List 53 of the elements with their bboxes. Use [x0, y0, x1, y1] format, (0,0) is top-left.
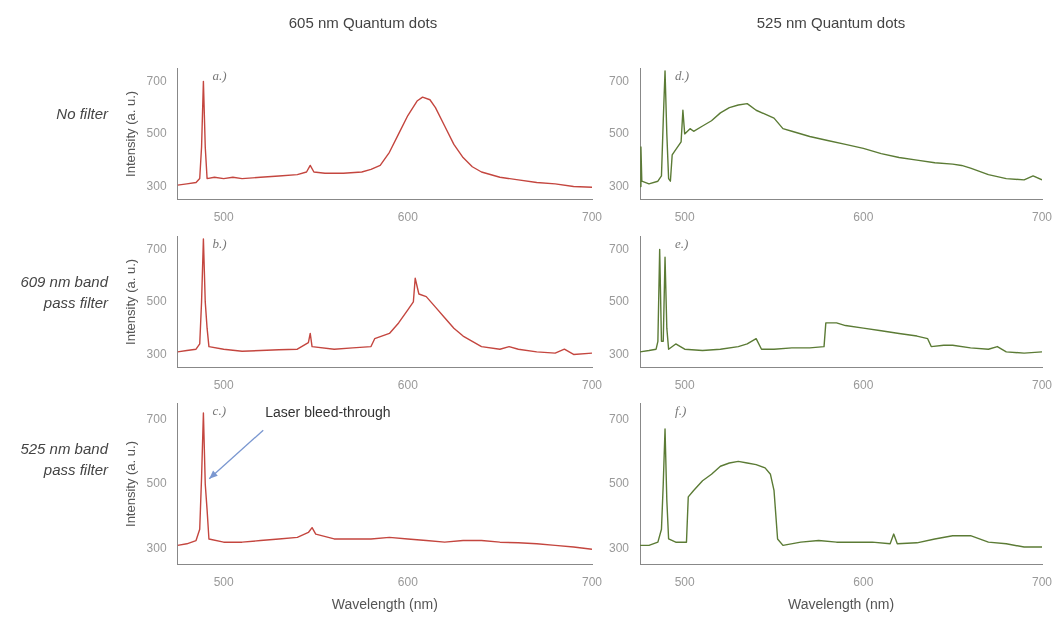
- x-tick-label: 600: [397, 378, 419, 393]
- x-tick-label: 700: [581, 575, 603, 590]
- y-tick-label: 700: [608, 411, 630, 426]
- x-tick-label: 600: [397, 210, 419, 225]
- x-tick-label: 500: [213, 575, 234, 590]
- y-tick-label: 700: [146, 411, 167, 426]
- y-tick-label: 500: [146, 476, 167, 491]
- chart-title: 605 nm Quantum dots: [287, 14, 439, 31]
- x-tick-label: 700: [1031, 210, 1053, 225]
- annotation: d.): [675, 68, 690, 84]
- y-tick-label: 300: [608, 540, 630, 555]
- x-tick-label: 600: [853, 378, 874, 393]
- annotation: c.): [212, 403, 226, 419]
- annotation: Laser bleed-through: [265, 404, 391, 421]
- annotation: e.): [675, 236, 689, 252]
- text: 525 nm band pass filter: [20, 439, 108, 480]
- y-axis-title: Intensity (a. u.): [123, 90, 139, 177]
- y-tick-label: 500: [608, 476, 630, 491]
- x-tick-label: 700: [581, 210, 603, 225]
- annotation: b.): [212, 236, 227, 252]
- annotation: f.): [675, 403, 687, 419]
- x-tick-label: 500: [674, 210, 696, 225]
- x-axis-title: Wavelength (nm): [331, 596, 438, 613]
- y-tick-label: 700: [608, 241, 630, 256]
- y-tick-label: 300: [608, 346, 630, 361]
- x-tick-label: 500: [674, 575, 696, 590]
- text: No filter: [55, 104, 108, 124]
- x-tick-label: 600: [853, 575, 874, 590]
- x-tick-label: 700: [1031, 575, 1053, 590]
- y-tick-label: 700: [608, 73, 630, 88]
- y-tick-label: 500: [146, 126, 167, 141]
- x-tick-label: 700: [1031, 378, 1053, 393]
- x-axis-title: Wavelength (nm): [787, 596, 895, 613]
- chart-title: 525 nm Quantum dots: [755, 14, 907, 31]
- y-tick-label: 700: [146, 73, 167, 88]
- y-tick-label: 500: [608, 294, 630, 309]
- y-tick-label: 300: [146, 178, 167, 193]
- text: 609 nm band pass filter: [20, 272, 108, 313]
- x-tick-label: 600: [397, 575, 419, 590]
- x-tick-label: 500: [213, 210, 234, 225]
- y-tick-label: 500: [146, 294, 167, 309]
- y-axis-title: Intensity (a. u.): [123, 258, 139, 345]
- x-tick-label: 700: [581, 378, 603, 393]
- y-axis-title: Intensity (a. u.): [123, 441, 139, 527]
- y-tick-label: 700: [146, 241, 167, 256]
- y-tick-label: 500: [608, 126, 630, 141]
- x-tick-label: 600: [853, 210, 874, 225]
- y-tick-label: 300: [608, 178, 630, 193]
- x-tick-label: 500: [213, 378, 234, 393]
- y-tick-label: 300: [146, 540, 167, 555]
- y-tick-label: 300: [146, 346, 167, 361]
- x-tick-label: 500: [674, 378, 696, 393]
- annotation: a.): [212, 68, 227, 84]
